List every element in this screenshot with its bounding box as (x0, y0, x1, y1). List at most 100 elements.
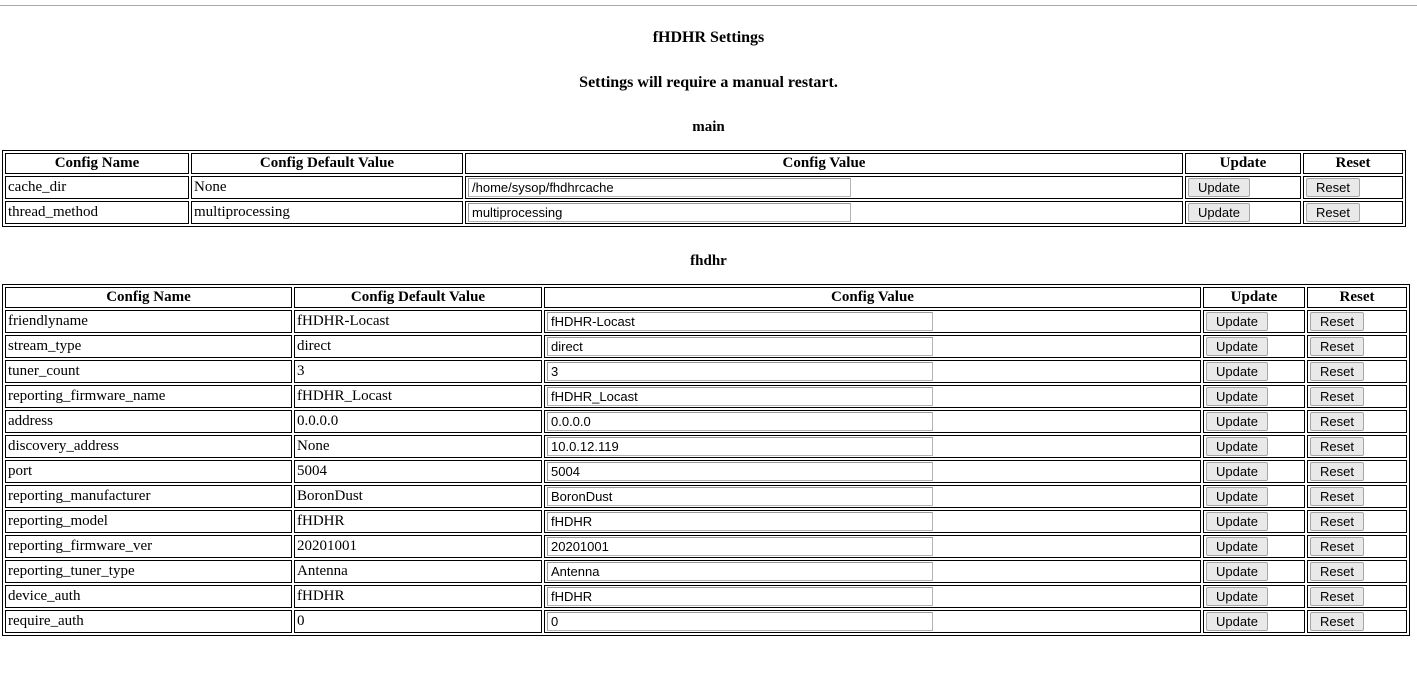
config-name-cell: thread_method (5, 201, 189, 224)
config-value-cell (544, 585, 1201, 608)
settings-page: fHDHR Settings Settings will require a m… (0, 29, 1417, 636)
reset-cell: Reset (1307, 310, 1407, 333)
update-button[interactable]: Update (1206, 612, 1268, 631)
table-header-row: Config Name Config Default Value Config Va… (5, 153, 1403, 174)
reset-button[interactable]: Reset (1310, 612, 1364, 631)
reset-button[interactable]: Reset (1310, 537, 1364, 556)
column-header-update: Update (1203, 287, 1305, 308)
config-name-cell: reporting_model (5, 510, 292, 533)
update-cell: Update (1203, 510, 1305, 533)
config-value-cell (544, 385, 1201, 408)
config-default-value-cell: 0 (294, 610, 542, 633)
update-cell: Update (1203, 360, 1305, 383)
config-value-input[interactable] (547, 587, 933, 606)
config-value-input[interactable] (547, 362, 933, 381)
reset-button[interactable]: Reset (1310, 487, 1364, 506)
update-button[interactable]: Update (1188, 203, 1250, 222)
config-name-cell: reporting_firmware_name (5, 385, 292, 408)
config-value-input[interactable] (547, 512, 933, 531)
config-value-cell (544, 560, 1201, 583)
update-button[interactable]: Update (1206, 562, 1268, 581)
config-value-input[interactable] (547, 487, 933, 506)
config-name-cell: tuner_count (5, 360, 292, 383)
config-default-value-cell: fHDHR_Locast (294, 385, 542, 408)
config-value-input[interactable] (547, 537, 933, 556)
config-name-cell: reporting_tuner_type (5, 560, 292, 583)
column-header-config-default-value: Config Default Value (191, 153, 463, 174)
config-value-cell (544, 335, 1201, 358)
update-button[interactable]: Update (1206, 412, 1268, 431)
config-value-input[interactable] (547, 412, 933, 431)
update-button[interactable]: Update (1206, 487, 1268, 506)
column-header-config-name: Config Name (5, 153, 189, 174)
reset-button[interactable]: Reset (1310, 312, 1364, 331)
config-value-input[interactable] (547, 612, 933, 631)
settings-sections: main Config Name Config Default Value Confi… (0, 118, 1417, 636)
column-header-config-default-value: Config Default Value (294, 287, 542, 308)
config-value-input[interactable] (547, 437, 933, 456)
update-cell: Update (1203, 560, 1305, 583)
reset-cell: Reset (1307, 610, 1407, 633)
config-value-input[interactable] (468, 203, 851, 222)
config-default-value-cell: 3 (294, 360, 542, 383)
update-cell: Update (1203, 535, 1305, 558)
update-button[interactable]: Update (1206, 312, 1268, 331)
config-name-cell: device_auth (5, 585, 292, 608)
config-value-cell (465, 201, 1183, 224)
reset-button[interactable]: Reset (1310, 412, 1364, 431)
config-name-cell: reporting_firmware_ver (5, 535, 292, 558)
update-cell: Update (1203, 410, 1305, 433)
update-button[interactable]: Update (1188, 178, 1250, 197)
update-button[interactable]: Update (1206, 362, 1268, 381)
reset-button[interactable]: Reset (1306, 203, 1360, 222)
config-value-cell (544, 460, 1201, 483)
reset-button[interactable]: Reset (1310, 562, 1364, 581)
reset-button[interactable]: Reset (1310, 362, 1364, 381)
config-default-value-cell: fHDHR-Locast (294, 310, 542, 333)
update-button[interactable]: Update (1206, 537, 1268, 556)
config-default-value-cell: multiprocessing (191, 201, 463, 224)
update-button[interactable]: Update (1206, 512, 1268, 531)
update-cell: Update (1185, 176, 1301, 199)
restart-notice: Settings will require a manual restart. (579, 74, 838, 91)
reset-button[interactable]: Reset (1306, 178, 1360, 197)
update-cell: Update (1203, 610, 1305, 633)
reset-button[interactable]: Reset (1310, 512, 1364, 531)
reset-button[interactable]: Reset (1310, 387, 1364, 406)
update-button[interactable]: Update (1206, 462, 1268, 481)
update-cell: Update (1203, 310, 1305, 333)
reset-cell: Reset (1307, 535, 1407, 558)
config-value-cell (544, 610, 1201, 633)
page-title: fHDHR Settings (652, 29, 765, 46)
reset-button[interactable]: Reset (1310, 587, 1364, 606)
update-button[interactable]: Update (1206, 437, 1268, 456)
config-name-cell: reporting_manufacturer (5, 485, 292, 508)
config-value-input[interactable] (547, 337, 933, 356)
reset-cell: Reset (1307, 560, 1407, 583)
config-value-input[interactable] (468, 178, 851, 197)
config-name-cell: require_auth (5, 610, 292, 633)
config-name-cell: discovery_address (5, 435, 292, 458)
config-value-input[interactable] (547, 387, 933, 406)
config-name-cell: port (5, 460, 292, 483)
column-header-config-name: Config Name (5, 287, 292, 308)
reset-button[interactable]: Reset (1310, 337, 1364, 356)
config-value-input[interactable] (547, 462, 933, 481)
update-cell: Update (1203, 485, 1305, 508)
update-button[interactable]: Update (1206, 337, 1268, 356)
config-value-input[interactable] (547, 562, 933, 581)
reset-button[interactable]: Reset (1310, 462, 1364, 481)
config-value-input[interactable] (547, 312, 933, 331)
update-button[interactable]: Update (1206, 587, 1268, 606)
reset-cell: Reset (1307, 485, 1407, 508)
reset-cell: Reset (1307, 510, 1407, 533)
update-button[interactable]: Update (1206, 387, 1268, 406)
update-cell: Update (1203, 435, 1305, 458)
reset-button[interactable]: Reset (1310, 437, 1364, 456)
